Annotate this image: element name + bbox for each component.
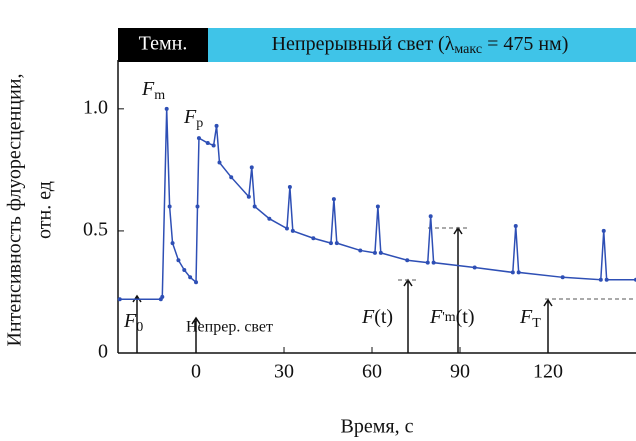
dark-label: Темн. xyxy=(139,33,188,55)
point xyxy=(211,143,216,148)
point xyxy=(170,241,175,246)
text-part: (t) xyxy=(374,306,393,328)
point xyxy=(372,250,377,255)
text-part: 'm xyxy=(442,310,456,325)
point xyxy=(195,204,200,209)
point xyxy=(311,236,316,241)
text-part: F xyxy=(361,306,375,328)
point xyxy=(601,228,606,233)
y-tick-label: 0.5 xyxy=(83,219,108,241)
point xyxy=(375,204,380,209)
arrow-ft xyxy=(403,278,413,353)
point xyxy=(267,216,272,221)
arrow-ftt xyxy=(543,298,553,353)
point xyxy=(425,260,430,265)
light-text-end: = 475 нм) xyxy=(482,33,568,55)
dark-band xyxy=(118,28,208,62)
text-part: m xyxy=(154,88,165,103)
ann-fp: Fp xyxy=(183,106,203,132)
light-band xyxy=(208,28,636,62)
arrow-fmt xyxy=(453,226,463,353)
point xyxy=(560,275,565,280)
point xyxy=(510,270,515,275)
text-part: 0 xyxy=(136,320,143,335)
point xyxy=(472,265,477,270)
x-tick-label: 30 xyxy=(274,361,294,383)
point xyxy=(284,226,289,231)
point xyxy=(405,258,410,263)
point xyxy=(252,204,257,209)
ann-light: Непрер. свет xyxy=(186,319,273,336)
point xyxy=(358,248,363,253)
point xyxy=(516,270,521,275)
text-part: F xyxy=(519,306,533,328)
text-part: F xyxy=(141,78,155,100)
point xyxy=(334,241,339,246)
point xyxy=(287,184,292,189)
point xyxy=(176,258,181,263)
point xyxy=(428,214,433,219)
y-label-2: отн. ед xyxy=(34,181,56,239)
ann-ftt: FT xyxy=(519,306,541,332)
ann-f0: F0 xyxy=(123,310,143,336)
text-part: T xyxy=(532,316,541,331)
y-tick-label: 0 xyxy=(98,341,108,363)
dashes xyxy=(398,227,636,300)
point xyxy=(331,197,336,202)
point xyxy=(431,260,436,265)
point xyxy=(188,275,193,280)
text-part: F xyxy=(429,306,443,328)
x-tick-label: 0 xyxy=(191,361,201,383)
y-tick-label: 1.0 xyxy=(83,96,108,118)
point xyxy=(196,136,201,141)
ann-fm: Fm xyxy=(141,78,165,104)
point xyxy=(513,224,518,229)
point xyxy=(117,297,122,302)
point xyxy=(217,160,222,165)
point xyxy=(328,241,333,246)
point xyxy=(160,294,165,299)
light-sub: макс xyxy=(454,42,482,57)
y-label: Интенсивность флуоресценции, xyxy=(4,73,26,346)
point xyxy=(214,123,219,128)
point xyxy=(598,277,603,282)
point xyxy=(249,165,254,170)
ann-ft: F(t) xyxy=(361,306,393,328)
point xyxy=(164,106,169,111)
point xyxy=(246,194,251,199)
text-part: F xyxy=(123,310,137,332)
point xyxy=(182,267,187,272)
ann-fmt: F'm(t) xyxy=(429,306,475,328)
x-tick-label: 60 xyxy=(362,361,382,383)
light-text: Непрерывный свет (λ xyxy=(272,33,455,55)
point xyxy=(290,228,295,233)
point xyxy=(205,141,210,146)
x-tick-label: 120 xyxy=(533,361,563,383)
text-part: p xyxy=(196,116,203,131)
point xyxy=(229,175,234,180)
point xyxy=(167,204,172,209)
light-label: Непрерывный свет (λмакс = 475 нм) xyxy=(272,33,569,58)
text-part: F xyxy=(183,106,197,128)
point xyxy=(378,250,383,255)
x-tick-label: 90 xyxy=(450,361,470,383)
point xyxy=(194,280,199,285)
text-part: (t) xyxy=(456,306,475,328)
point xyxy=(604,277,609,282)
x-label: Время, с xyxy=(341,416,414,438)
